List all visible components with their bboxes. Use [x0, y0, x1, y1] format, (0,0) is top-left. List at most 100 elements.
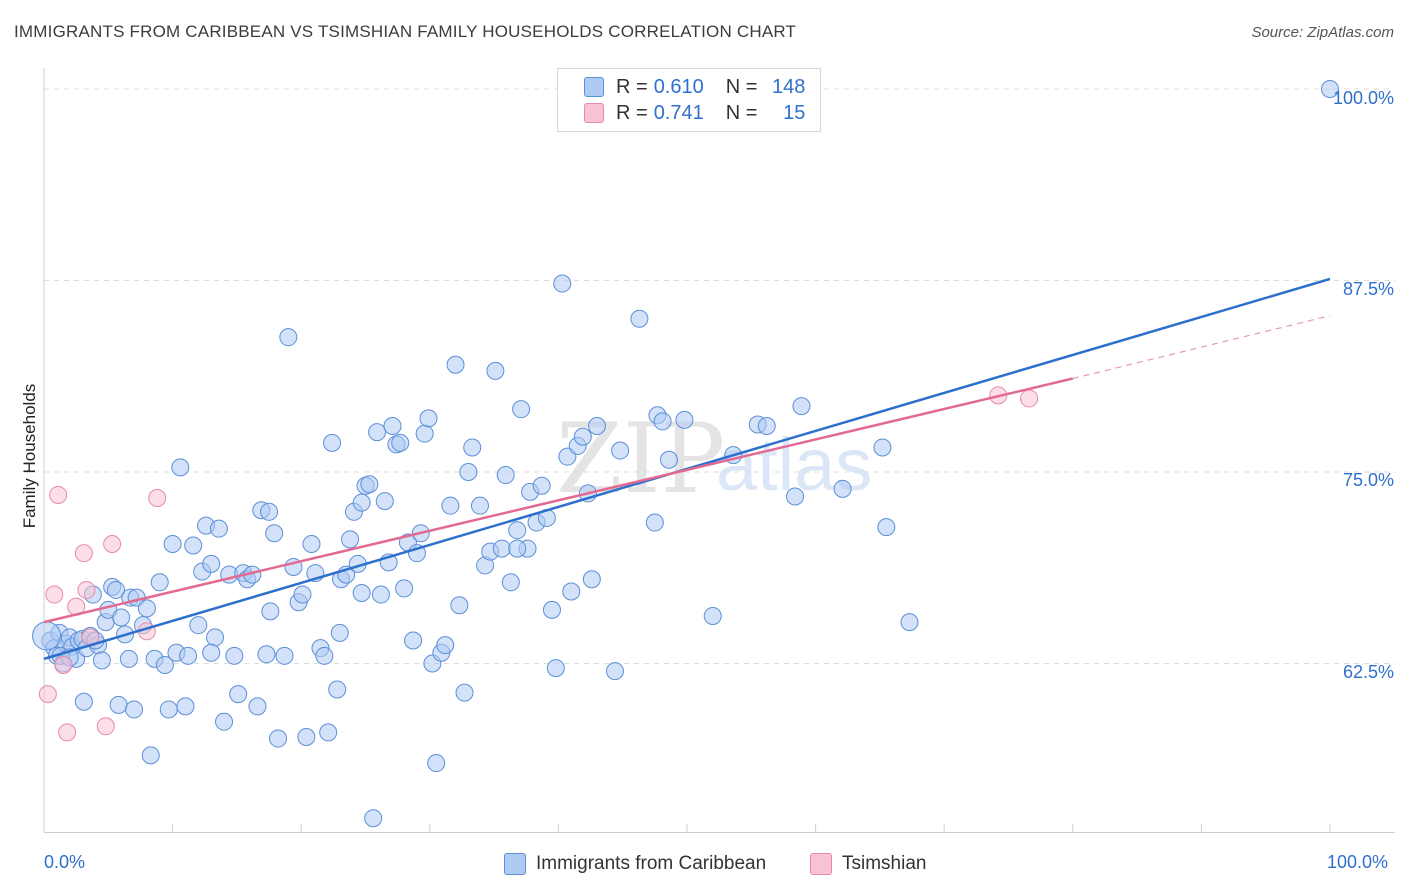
- tsimshian-point: [1020, 389, 1039, 408]
- caribbean-point: [107, 580, 126, 599]
- tsimshian-point: [49, 485, 68, 504]
- caribbean-point: [463, 438, 482, 457]
- caribbean-point: [176, 697, 195, 716]
- caribbean-point: [459, 462, 478, 481]
- legend-item-tsimshian[interactable]: Tsimshian: [810, 852, 926, 876]
- caribbean-point: [553, 274, 572, 293]
- caribbean-point: [512, 400, 531, 419]
- caribbean-point: [450, 596, 469, 615]
- caribbean-point: [542, 600, 561, 619]
- caribbean-point: [323, 433, 342, 452]
- caribbean-point: [611, 441, 630, 460]
- caribbean-point: [415, 424, 434, 443]
- caribbean-point: [573, 427, 592, 446]
- blue-swatch: [584, 77, 604, 97]
- caribbean-point: [546, 659, 565, 678]
- caribbean-point: [833, 479, 852, 498]
- caribbean-point: [792, 397, 811, 416]
- caribbean-point: [364, 809, 383, 828]
- pink-swatch: [584, 103, 604, 123]
- caribbean-point: [260, 502, 279, 521]
- caribbean-point: [248, 697, 267, 716]
- tsimshian-trendline-extension: [1072, 315, 1331, 380]
- y-axis-label: Family Households: [20, 383, 39, 529]
- caribbean-point: [269, 729, 288, 748]
- caribbean-point: [125, 700, 144, 719]
- caribbean-point: [293, 585, 312, 604]
- caribbean-point: [202, 643, 221, 662]
- caribbean-point: [319, 723, 338, 742]
- caribbean-point: [441, 496, 460, 515]
- caribbean-point: [265, 524, 284, 543]
- caribbean-point: [630, 309, 649, 328]
- caribbean-point: [703, 606, 722, 625]
- caribbean-point: [486, 361, 505, 380]
- tsimshian-point: [103, 534, 122, 553]
- caribbean-point: [225, 646, 244, 665]
- caribbean-point: [659, 450, 678, 469]
- caribbean-point: [470, 496, 489, 515]
- caribbean-point: [341, 530, 360, 549]
- caribbean-point: [375, 492, 394, 511]
- x-tick-label-min: 0.0%: [44, 852, 86, 872]
- caribbean-point: [446, 355, 465, 374]
- caribbean-point: [786, 487, 805, 506]
- chart-title: IMMIGRANTS FROM CARIBBEAN VS TSIMSHIAN F…: [14, 22, 797, 41]
- caribbean-point: [32, 621, 62, 651]
- caribbean-point: [508, 539, 527, 558]
- tsimshian-trendline: [43, 377, 1074, 624]
- caribbean-point: [229, 685, 248, 704]
- caribbean-point: [155, 656, 174, 675]
- caribbean-point: [137, 599, 156, 618]
- caribbean-point: [92, 651, 111, 670]
- caribbean-point: [171, 458, 190, 477]
- tsimshian-point: [58, 723, 77, 742]
- caribbean-point: [209, 519, 228, 538]
- caribbean-point: [330, 623, 349, 642]
- pink-swatch: [810, 853, 832, 875]
- stats-legend-row-caribbean: R = 0.610 N = 148: [584, 76, 805, 98]
- caribbean-point: [605, 662, 624, 681]
- legend-item-caribbean[interactable]: Immigrants from Caribbean: [504, 852, 766, 876]
- r-label: R =: [616, 75, 648, 98]
- caribbean-point: [352, 493, 371, 512]
- r-value: 0.610: [653, 75, 704, 98]
- caribbean-point: [391, 433, 410, 452]
- caribbean-point: [587, 417, 606, 436]
- r-label: R =: [616, 101, 648, 124]
- caribbean-point: [279, 328, 298, 347]
- x-tick-label-max: 100.0%: [1327, 852, 1389, 872]
- caribbean-point: [352, 584, 371, 603]
- caribbean-point: [508, 521, 527, 540]
- tsimshian-point: [45, 585, 64, 604]
- tsimshian-point: [74, 544, 93, 563]
- caribbean-point: [163, 534, 182, 553]
- caribbean-point: [112, 608, 131, 627]
- legend-label: Immigrants from Caribbean: [536, 853, 767, 874]
- points-layer: [32, 79, 1339, 828]
- tsimshian-point: [54, 656, 73, 675]
- y-tick-label-100: 100.0%: [1332, 88, 1394, 108]
- caribbean-point: [873, 438, 892, 457]
- caribbean-point: [184, 536, 203, 555]
- caribbean-point: [109, 695, 128, 714]
- tsimshian-point: [77, 580, 96, 599]
- caribbean-point: [427, 754, 446, 773]
- source-label[interactable]: Source: ZipAtlas.com: [1251, 24, 1394, 41]
- caribbean-point: [532, 476, 551, 495]
- caribbean-point: [496, 466, 515, 485]
- caribbean-point: [419, 409, 438, 428]
- caribbean-point: [562, 582, 581, 601]
- caribbean-point: [877, 518, 896, 537]
- caribbean-point: [653, 412, 672, 431]
- caribbean-point: [455, 683, 474, 702]
- caribbean-point: [501, 573, 520, 592]
- r-value: 0.741: [653, 101, 704, 124]
- caribbean-point: [119, 649, 138, 668]
- caribbean-point: [206, 628, 225, 647]
- axis-layer: [43, 68, 1395, 833]
- tsimshian-point: [148, 489, 167, 508]
- tsimshian-point: [96, 717, 115, 736]
- caribbean-point: [328, 680, 347, 699]
